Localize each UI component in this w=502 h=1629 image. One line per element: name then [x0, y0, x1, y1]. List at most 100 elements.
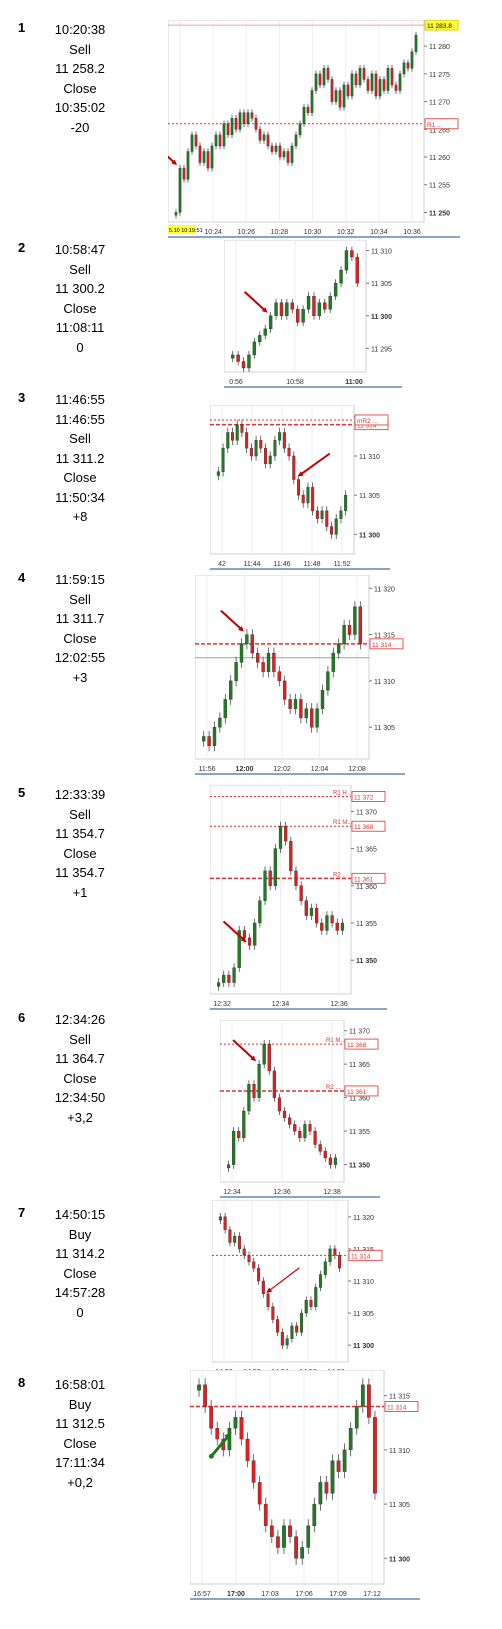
candle-body: [390, 68, 394, 86]
candle-body: [218, 134, 222, 147]
trade-info-line: Sell: [69, 1031, 91, 1047]
candle-body: [231, 432, 234, 441]
candle-body: [297, 479, 300, 496]
candle-body: [202, 736, 206, 742]
trade-info-line: Close: [63, 1435, 97, 1451]
candle-body: [222, 974, 226, 983]
candle-body: [268, 455, 272, 465]
trade-info-line: 12:02:55: [54, 650, 106, 665]
candle-body: [370, 73, 374, 91]
trade-number: 5: [18, 785, 26, 800]
level-label: 11 314: [372, 642, 392, 649]
candle-body: [250, 634, 254, 654]
candle-body: [263, 870, 267, 901]
trade-info-line: +8: [72, 509, 88, 524]
candle-body: [266, 134, 270, 147]
candle-body: [282, 432, 286, 449]
level-label-box: [351, 820, 386, 832]
candle-body: [272, 652, 276, 672]
level-tag: R2 ...: [326, 1085, 341, 1091]
candle-body: [277, 1097, 282, 1112]
candle-body: [330, 915, 334, 924]
candle-body: [325, 915, 329, 931]
y-tick-label: 11 300: [359, 532, 380, 539]
y-tick-label: 11 355: [349, 1129, 370, 1136]
annotation-arrow: [269, 1267, 300, 1291]
trade-info-line: 11:59:15: [55, 572, 105, 587]
candle-body: [292, 455, 296, 480]
candle-body: [293, 699, 298, 709]
y-tick-label: 11 350: [349, 1163, 370, 1170]
candle-body: [301, 309, 305, 323]
candle-body: [262, 1043, 266, 1065]
x-tick-label: 10:32: [337, 229, 355, 236]
candle-body: [216, 982, 221, 987]
candle-body: [318, 1144, 322, 1152]
candle-body: [290, 1325, 294, 1339]
candle-body: [276, 1536, 280, 1548]
trade-info-line: Close: [63, 1265, 97, 1281]
x-tick-label: 17:00: [227, 1591, 245, 1598]
candle-body: [242, 1248, 246, 1256]
candle-body: [328, 1248, 332, 1262]
candle-body: [251, 1460, 256, 1483]
x-tick-label: 10:28: [271, 229, 289, 236]
candle-body: [382, 79, 386, 91]
candle-body: [240, 424, 244, 433]
candle-body: [290, 145, 294, 163]
x-tick-label: 10:36: [403, 229, 421, 236]
candle-body: [242, 112, 246, 124]
candle-body: [218, 1216, 222, 1221]
candle-body: [333, 282, 338, 297]
candle-body: [360, 1384, 365, 1407]
trade-info-line: +0,2: [67, 1474, 93, 1490]
candle-body: [229, 680, 233, 700]
annotation-arrow-head: [261, 307, 268, 313]
trade-info-line: Close: [63, 470, 97, 485]
candle-body: [268, 870, 272, 886]
trade-info-line: Sell: [69, 41, 91, 57]
candle-body: [258, 129, 262, 141]
candle-body: [212, 727, 217, 746]
candlestick-chart: 10:2210:2410:2610:2810:3010:3210:3410:36…: [153, 19, 460, 243]
candlestick-chart: 12:32 12:34 12:36 11 350 11 355 11 360 11 365 1…: [209, 784, 387, 1015]
candle-body: [313, 1130, 317, 1145]
trade-info: 11:46:55 11:46:55 Sell 11 311.2 Close 11:50:3…: [40, 390, 120, 527]
y-tick-label: 11 370: [356, 809, 377, 816]
x-tick-label: 10:26: [238, 229, 256, 236]
candle-body: [242, 1110, 246, 1139]
chart-svg: 12:32 12:34 12:36 11 350 11 355 11 360 11 365 1…: [209, 784, 387, 1010]
y-tick-label: 11 310: [359, 454, 380, 461]
annotation-arrow: [300, 452, 331, 475]
candle-body: [259, 440, 263, 449]
chart-svg: 42 11:44 11:46 11:48 11:52 11 300 11 305 11 310…: [209, 404, 390, 570]
candle-body: [299, 1312, 303, 1333]
y-tick-label: 11 310: [353, 1279, 374, 1286]
candle-body: [252, 1084, 256, 1098]
candle-body: [250, 112, 254, 119]
candle-body: [294, 1536, 298, 1559]
candle-body: [319, 1274, 323, 1288]
level-label: 11 314: [387, 1405, 407, 1412]
candle-body: [256, 652, 260, 663]
candle-body: [342, 1449, 347, 1472]
candle-body: [302, 106, 306, 124]
trade-info-line: 12:33:39: [54, 787, 106, 802]
candle-body: [311, 487, 315, 512]
level-label: R1 ...: [427, 122, 443, 129]
candle-body: [210, 145, 214, 169]
x-tick-label: 12:00: [236, 766, 254, 773]
y-tick-label: 11 315: [389, 1394, 410, 1401]
candle-body: [235, 424, 239, 441]
trade-info-line: 11 354.7: [55, 865, 105, 880]
candlestick-chart: 42 11:44 11:46 11:48 11:52 11 300 11 305 11 310…: [209, 404, 390, 575]
candle-body: [261, 662, 265, 672]
trade-info: 11:59:15 Sell 11 311.7 Close 12:02:55 +3: [40, 570, 120, 687]
y-tick-label: 11 360: [356, 884, 377, 891]
x-tick-label: 10:58: [286, 379, 304, 386]
trade-info: 12:34:26 Sell 11 364.7 Close 12:34:50 +3,2: [40, 1010, 120, 1127]
candle-body: [398, 73, 402, 91]
x-tick-label: 12:34: [272, 1001, 290, 1008]
candle-body: [308, 1124, 312, 1132]
level-label: 11 314: [357, 423, 377, 430]
